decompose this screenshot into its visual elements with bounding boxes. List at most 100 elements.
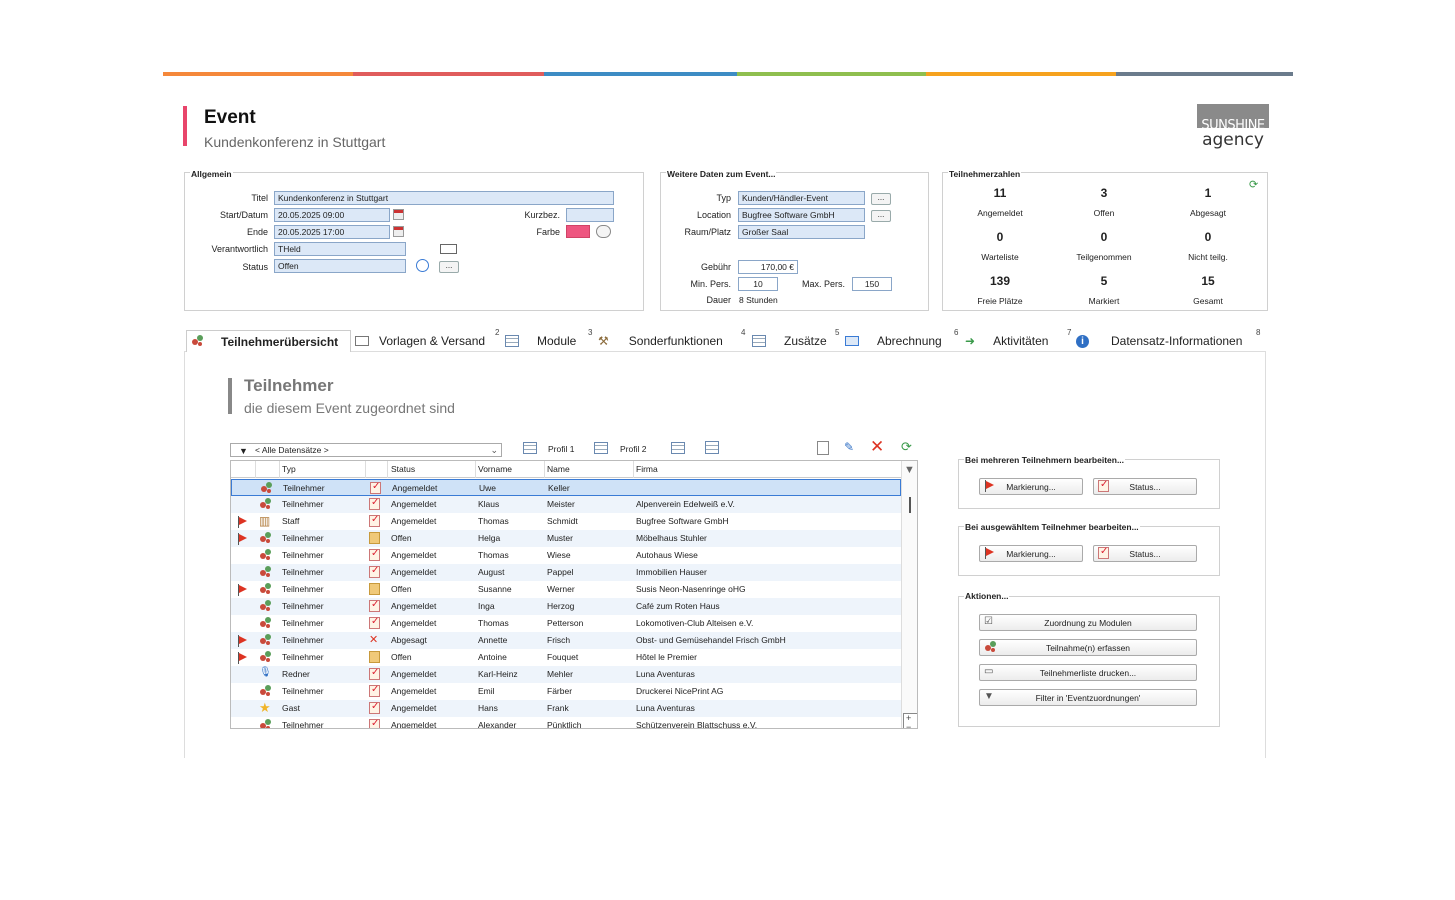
column-header-name[interactable]: Name bbox=[547, 464, 570, 474]
start-field[interactable]: 20.05.2025 09:00 bbox=[274, 208, 390, 222]
einzel-status-button[interactable]: Status... bbox=[1093, 545, 1197, 562]
scrollbar-thumb[interactable] bbox=[909, 497, 911, 513]
profil1-grid-icon[interactable] bbox=[523, 442, 537, 454]
table-row[interactable]: Teilnehmer Angemeldet Emil Färber Druckerei … bbox=[231, 683, 901, 700]
filter-eventzuordnungen-button[interactable]: ▼ Filter in 'Eventzuordnungen' bbox=[979, 689, 1197, 706]
filter-dropdown[interactable]: ▼ < Alle Datensätze > ⌄ bbox=[230, 443, 502, 457]
mehrere-markierung-button[interactable]: Markierung... bbox=[979, 478, 1083, 495]
raum-field[interactable]: Großer Saal bbox=[738, 225, 865, 239]
grid-scrollbar[interactable]: ▼ +− bbox=[901, 461, 917, 728]
table-row[interactable]: Teilnehmer ✕ Abgesagt Annette Frisch Obst- un… bbox=[231, 632, 901, 649]
status-clock-icon[interactable] bbox=[416, 259, 429, 272]
cell-vorname: Susanne bbox=[478, 584, 512, 594]
group-teilnehmerzahlen-title: Teilnehmerzahlen bbox=[948, 169, 1022, 179]
location-more-button[interactable]: ... bbox=[871, 210, 891, 222]
kurzbez-field[interactable] bbox=[566, 208, 614, 222]
status-field[interactable]: Offen bbox=[274, 259, 406, 273]
typ-field[interactable]: Kunden/Händler-Event bbox=[738, 191, 865, 205]
color-picker-icon[interactable] bbox=[596, 225, 611, 238]
tab-module[interactable]: Module 3 bbox=[505, 328, 592, 352]
column-header-typ[interactable]: Typ bbox=[282, 464, 296, 474]
new-record-icon[interactable] bbox=[817, 441, 829, 455]
flag-icon bbox=[984, 547, 994, 559]
column-header-vorname[interactable]: Vorname bbox=[478, 464, 513, 474]
mehrere-status-button[interactable]: Status... bbox=[1093, 478, 1197, 495]
tab-datensatz-informationen[interactable]: i Datensatz-Informationen 8 bbox=[1076, 328, 1260, 352]
teilnehmerliste-drucken-button[interactable]: ▭ Teilnehmerliste drucken... bbox=[979, 664, 1197, 681]
cell-typ: Teilnehmer bbox=[282, 652, 324, 662]
button-label: Teilnahme(n) erfassen bbox=[1045, 642, 1131, 653]
table-row[interactable]: Teilnehmer Angemeldet August Pappel Immobili… bbox=[231, 564, 901, 581]
ende-field[interactable]: 20.05.2025 17:00 bbox=[274, 225, 390, 239]
profil2-button[interactable]: Profil 2 bbox=[620, 444, 647, 454]
cell-status: Angemeldet bbox=[392, 483, 438, 493]
verantwortlich-dialog-icon[interactable] bbox=[440, 244, 457, 254]
table-row[interactable]: Teilnehmer Angemeldet Thomas Petterson Lokom… bbox=[231, 615, 901, 632]
column-header-status[interactable]: Status bbox=[391, 464, 416, 474]
color-stripe-4 bbox=[737, 72, 926, 76]
teilnahme-erfassen-button[interactable]: Teilnahme(n) erfassen bbox=[979, 639, 1197, 656]
tab-label: Zusätze bbox=[784, 334, 827, 348]
table-row[interactable]: Teilnehmer Offen Helga Muster Möbelhaus Stuh… bbox=[231, 530, 901, 547]
table-row[interactable]: Teilnehmer Angemeldet Inga Herzog Café zum R… bbox=[231, 598, 901, 615]
start-calendar-icon[interactable] bbox=[393, 209, 404, 220]
table-row[interactable]: ★ Gast Angemeldet Hans Frank Luna Aventuras bbox=[231, 700, 901, 717]
button-label: Markierung... bbox=[1006, 548, 1056, 559]
verantwortlich-label: Verantwortlich bbox=[211, 244, 268, 254]
tab-aktivitaeten[interactable]: ➜ Aktivitäten 7 bbox=[965, 328, 1071, 352]
verantwortlich-field[interactable]: THeld bbox=[274, 242, 406, 256]
table-row[interactable]: Teilnehmer Angemeldet Uwe Keller bbox=[231, 479, 901, 496]
einzel-markierung-button[interactable]: Markierung... bbox=[979, 545, 1083, 562]
participant-icon bbox=[259, 532, 273, 545]
table-row[interactable]: Teilnehmer Offen Antoine Fouquet Hôtel le Pr… bbox=[231, 649, 901, 666]
cell-typ: Teilnehmer bbox=[282, 720, 324, 729]
zuordnung-module-button[interactable]: ☑ Zuordnung zu Modulen bbox=[979, 614, 1197, 631]
status-more-button[interactable]: ... bbox=[439, 261, 459, 273]
location-field[interactable]: Bugfree Software GmbH bbox=[738, 208, 865, 222]
delete-icon[interactable]: ✕ bbox=[870, 437, 885, 456]
gebuehr-field[interactable]: 170,00 € bbox=[738, 260, 798, 274]
status-checked-icon bbox=[369, 701, 380, 714]
table-row[interactable]: Teilnehmer Angemeldet Alexander Pünktlich Sc… bbox=[231, 717, 901, 729]
profil2-grid-icon[interactable] bbox=[594, 442, 608, 454]
refresh-grid-icon[interactable]: ⟳ bbox=[901, 439, 912, 454]
table-row[interactable]: Teilnehmer Offen Susanne Werner Susis Neon-N… bbox=[231, 581, 901, 598]
column-header-firma[interactable]: Firma bbox=[636, 464, 658, 474]
tab-abrechnung[interactable]: Abrechnung 6 bbox=[845, 328, 958, 352]
table-row[interactable]: Teilnehmer Angemeldet Klaus Meister Alpenver… bbox=[231, 496, 901, 513]
minpers-field[interactable]: 10 bbox=[738, 277, 778, 291]
maxpers-field[interactable]: 150 bbox=[852, 277, 892, 291]
titel-field[interactable]: Kundenkonferenz in Stuttgart bbox=[274, 191, 614, 205]
table-row[interactable]: 🎙 Redner Angemeldet Karl-Heinz Mehler Luna Av… bbox=[231, 666, 901, 683]
typ-more-button[interactable]: ... bbox=[871, 193, 891, 205]
participants-grid[interactable]: Typ Status Vorname Name Firma Teilnehmer… bbox=[230, 460, 918, 729]
stat-value: 5 bbox=[1100, 274, 1108, 288]
status-checked-icon bbox=[369, 565, 380, 578]
farbe-swatch[interactable] bbox=[566, 225, 590, 238]
cell-name: Pünktlich bbox=[547, 720, 582, 729]
tab-zusaetze[interactable]: Zusätze 5 bbox=[752, 328, 839, 352]
filter-funnel-icon[interactable]: ▼ bbox=[904, 464, 915, 476]
refresh-icon[interactable]: ⟳ bbox=[1249, 179, 1259, 191]
new-table-icon[interactable] bbox=[705, 441, 719, 454]
profil1-button[interactable]: Profil 1 bbox=[548, 444, 575, 454]
color-stripe-6 bbox=[1116, 72, 1293, 76]
participant-icon bbox=[259, 651, 273, 664]
table-row[interactable]: ▥ Staff Angemeldet Thomas Schmidt Bugfree Sof… bbox=[231, 513, 901, 530]
expand-icon[interactable]: +− bbox=[903, 713, 917, 728]
tab-sonderfunktionen[interactable]: ⚒ Sonderfunktionen 4 bbox=[598, 328, 745, 352]
group-weitere-daten bbox=[660, 172, 929, 311]
cell-typ: Teilnehmer bbox=[282, 686, 324, 696]
edit-pencil-icon[interactable]: ✎ bbox=[844, 440, 855, 454]
table-row[interactable]: Teilnehmer Angemeldet Thomas Wiese Autohaus … bbox=[231, 547, 901, 564]
tab-vorlagen-versand[interactable]: Vorlagen & Versand 2 bbox=[355, 328, 499, 352]
columns-grid-icon[interactable] bbox=[671, 442, 685, 454]
cell-firma: Möbelhaus Stuhler bbox=[636, 533, 707, 543]
tab-teilnehmeruebersicht[interactable]: Teilnehmerübersicht bbox=[186, 330, 351, 352]
group-allgemein-title: Allgemein bbox=[190, 169, 233, 179]
ende-calendar-icon[interactable] bbox=[393, 226, 404, 237]
cell-name: Schmidt bbox=[547, 516, 578, 526]
cell-firma: Lokomotiven-Club Alteisen e.V. bbox=[636, 618, 754, 628]
status-label: Status bbox=[242, 262, 268, 272]
tab-shortcut-number: 6 bbox=[954, 328, 959, 337]
